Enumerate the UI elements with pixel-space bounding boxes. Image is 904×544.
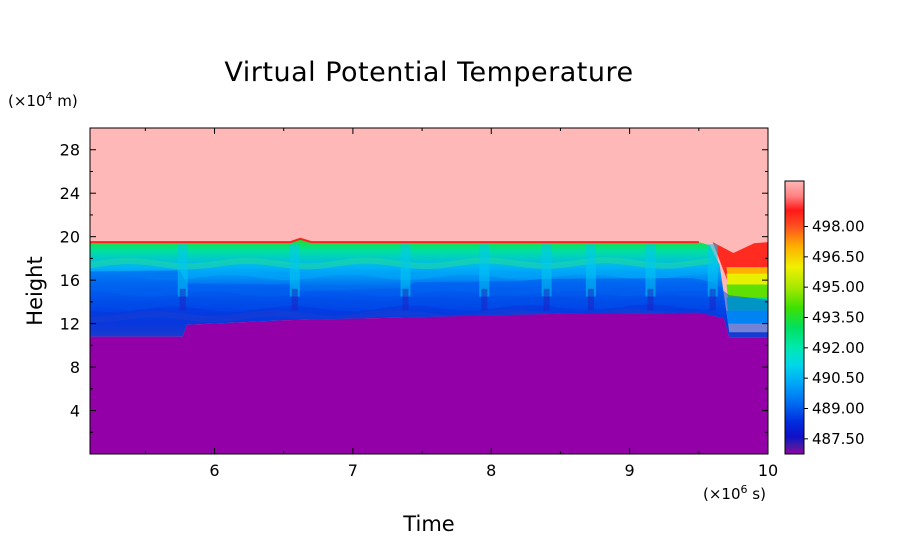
y-unit-exponent: 4 xyxy=(46,90,53,103)
pulse-streak xyxy=(647,288,654,311)
x-tick-label: 7 xyxy=(348,461,358,480)
pulse-streak xyxy=(177,244,188,297)
pulse-streak xyxy=(585,244,596,297)
x-tick-label: 9 xyxy=(625,461,635,480)
pulse-streak xyxy=(400,244,411,297)
pulse-streak xyxy=(709,288,716,311)
x-axis-ticks: 6 7 8 9 10 xyxy=(144,128,778,480)
colorbar-label: 492.00 xyxy=(812,339,865,357)
pulse-streak xyxy=(289,244,300,297)
colorbar xyxy=(784,180,805,455)
pulse-streak xyxy=(291,288,298,311)
y-tick-label: 16 xyxy=(60,271,80,290)
y-tick-label: 20 xyxy=(60,228,80,247)
colorbar-label: 495.00 xyxy=(812,278,865,296)
colorbar-label: 493.50 xyxy=(812,309,865,327)
pulse-streak xyxy=(481,288,488,311)
y-unit-label: (×104 m) xyxy=(8,90,78,110)
layer-top-edge xyxy=(90,237,699,244)
colorbar-label: 496.50 xyxy=(812,248,865,266)
mixed-layer xyxy=(90,270,768,338)
plot-frame xyxy=(89,127,769,455)
colorbar-label: 490.50 xyxy=(812,369,865,387)
colorbar-label: 487.50 xyxy=(812,430,865,448)
colorbar-labels: 498.00 496.50 495.00 493.50 492.00 490.50 489.… xyxy=(804,218,865,448)
y-tick-label: 8 xyxy=(70,358,80,377)
y-tick-label: 24 xyxy=(60,184,80,203)
cap-band xyxy=(726,273,768,287)
x-unit-label: (×106 s) xyxy=(703,483,766,503)
pulse-features xyxy=(177,244,718,311)
x-tick-label: 8 xyxy=(486,461,496,480)
x-tick-label: 6 xyxy=(209,461,219,480)
x-unit-exponent: 6 xyxy=(741,483,748,496)
chart-title: Virtual Potential Temperature xyxy=(224,57,633,88)
pulse-streak xyxy=(541,244,552,297)
y-unit-prefix: (×10 xyxy=(8,92,46,110)
pulse-streak xyxy=(479,244,490,297)
pulse-streak xyxy=(707,244,718,297)
pulse-streak xyxy=(587,288,594,311)
colorbar-label: 498.00 xyxy=(812,218,865,236)
pulse-streak xyxy=(645,244,656,297)
x-unit-prefix: (×10 xyxy=(703,485,741,503)
y-axis-ticks: 4 8 12 16 20 24 28 xyxy=(60,127,768,433)
pulse-streak xyxy=(543,288,550,311)
x-tick-label: 10 xyxy=(758,461,778,480)
colorbar-label: 489.00 xyxy=(812,400,865,418)
y-axis-label: Height xyxy=(23,256,47,325)
pulse-streak xyxy=(179,288,186,311)
y-tick-label: 28 xyxy=(60,141,80,160)
pulse-streak xyxy=(402,288,409,311)
plot-area xyxy=(90,128,768,454)
y-tick-label: 12 xyxy=(60,315,80,334)
lower-region xyxy=(90,312,768,454)
cap-band xyxy=(726,284,768,298)
x-axis-label: Time xyxy=(402,512,454,536)
y-tick-label: 4 xyxy=(70,402,80,421)
y-unit-suffix: m) xyxy=(53,92,78,110)
x-unit-suffix: s) xyxy=(748,485,766,503)
